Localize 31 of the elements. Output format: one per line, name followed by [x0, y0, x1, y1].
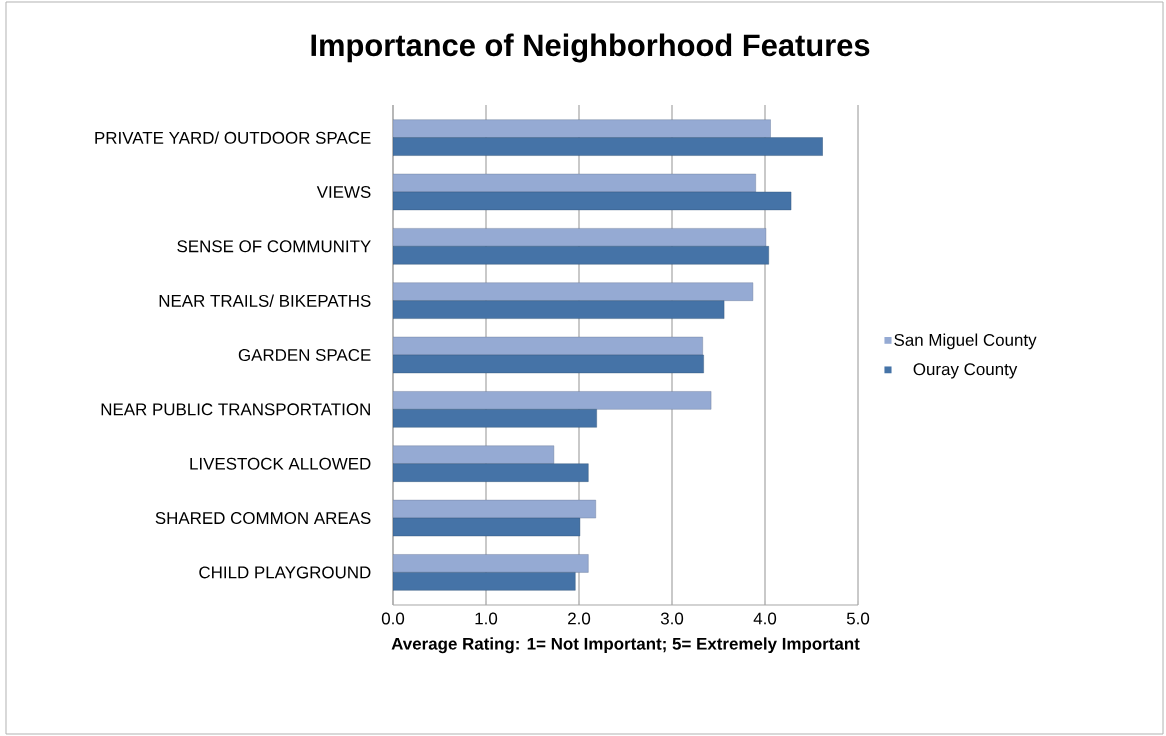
- x-axis-title: Average Rating: 1= Not Important; 5= Extremely Important: [391, 637, 860, 654]
- x-tick-label: 4.0: [753, 612, 777, 625]
- bar: [393, 137, 823, 156]
- bar: [393, 282, 754, 301]
- y-tick-label: VIEWS: [316, 185, 371, 198]
- x-tick-label: 2.0: [568, 612, 591, 625]
- bar: [393, 391, 712, 410]
- bar: [393, 228, 767, 247]
- y-tick-label: NEAR TRAILS/ BIKEPATHS: [159, 294, 371, 307]
- x-tick-label: 3.0: [660, 612, 684, 625]
- chart-title: Importance of Neighborhood Features: [311, 33, 870, 63]
- bar: [393, 119, 771, 138]
- bar: [393, 300, 725, 319]
- x-tick-label: 0.0: [381, 612, 405, 625]
- y-tick-label: SHARED COMMON AREAS: [155, 512, 371, 525]
- bar: [393, 572, 576, 591]
- y-tick-label: LIVESTOCK ALLOWED: [190, 457, 371, 470]
- bar: [393, 409, 597, 428]
- legend-label: Ouray County: [913, 363, 1018, 379]
- y-tick-label: SENSE OF COMMUNITY: [177, 240, 371, 253]
- bar: [393, 246, 769, 265]
- legend-label: San Miguel County: [894, 333, 1037, 350]
- x-tick-label: 5.0: [846, 612, 870, 625]
- bar: [393, 445, 555, 464]
- y-tick-label: CHILD PLAYGROUND: [199, 566, 371, 579]
- bar: [393, 554, 589, 573]
- y-tick-label: PRIVATE YARD/ OUTDOOR SPACE: [95, 131, 371, 144]
- bar: [393, 463, 589, 482]
- x-tick-label: 1.0: [475, 612, 498, 625]
- y-tick-label: NEAR PUBLIC TRANSPORTATION: [101, 403, 370, 416]
- y-tick-label: GARDEN SPACE: [238, 349, 371, 362]
